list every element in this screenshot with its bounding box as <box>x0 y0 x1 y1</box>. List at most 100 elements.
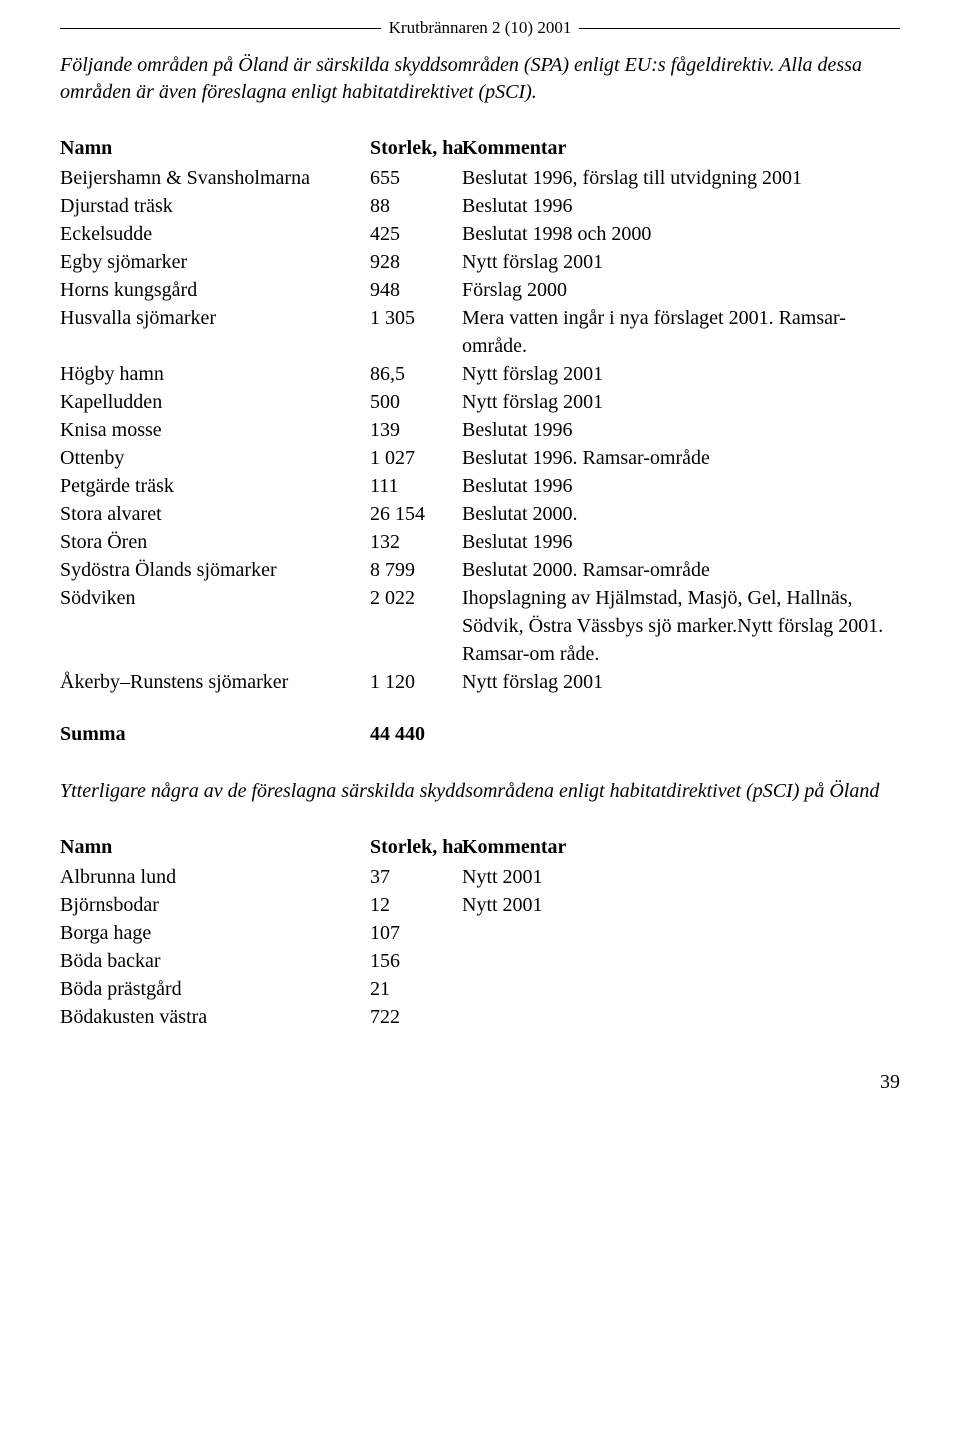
table-header-row: Namn Storlek, ha Kommentar <box>60 134 900 162</box>
cell-size: 12 <box>370 891 460 919</box>
summa-value: 44 440 <box>370 720 500 748</box>
table-row: Åkerby–Runstens sjömarker 1 120 Nytt för… <box>60 668 900 696</box>
cell-size: 948 <box>370 276 460 304</box>
col2-header-name: Namn <box>60 833 370 861</box>
cell-size: 425 <box>370 220 460 248</box>
cell-name: Egby sjömarker <box>60 248 370 276</box>
table-spa: Namn Storlek, ha Kommentar Beijershamn &… <box>60 134 900 748</box>
cell-comment: Nytt 2001 <box>460 891 900 919</box>
table-row: Björnsbodar 12 Nytt 2001 <box>60 891 900 919</box>
cell-size: 722 <box>370 1003 460 1031</box>
cell-comment: Beslutat 1996 <box>460 528 900 556</box>
table-row: Bödakusten västra 722 <box>60 1003 900 1031</box>
cell-size: 2 022 <box>370 584 460 612</box>
cell-name: Sydöstra Ölands sjömarker <box>60 556 370 584</box>
cell-size: 655 <box>370 164 460 192</box>
table-row: Egby sjömarker 928 Nytt förslag 2001 <box>60 248 900 276</box>
cell-name: Bödakusten västra <box>60 1003 370 1031</box>
page-header: Krutbrännaren 2 (10) 2001 <box>60 18 900 38</box>
table-psci: Namn Storlek, ha Kommentar Albrunna lund… <box>60 833 900 1031</box>
cell-comment: Beslutat 2000. <box>460 500 900 528</box>
cell-name: Djurstad träsk <box>60 192 370 220</box>
cell-name: Böda backar <box>60 947 370 975</box>
cell-comment: Beslutat 1996. Ramsar-område <box>460 444 900 472</box>
cell-name: Knisa mosse <box>60 416 370 444</box>
col-header-name: Namn <box>60 134 370 162</box>
cell-comment: Nytt förslag 2001 <box>460 388 900 416</box>
table-row: Husvalla sjömarker 1 305 Mera vatten ing… <box>60 304 900 360</box>
table-row: Djurstad träsk 88 Beslutat 1996 <box>60 192 900 220</box>
cell-name: Stora alvaret <box>60 500 370 528</box>
table-row: Stora alvaret 26 154 Beslutat 2000. <box>60 500 900 528</box>
cell-size: 132 <box>370 528 460 556</box>
cell-size: 139 <box>370 416 460 444</box>
cell-size: 111 <box>370 472 460 500</box>
table-row: Högby hamn 86,5 Nytt förslag 2001 <box>60 360 900 388</box>
table-row: Knisa mosse 139 Beslutat 1996 <box>60 416 900 444</box>
cell-comment: Nytt 2001 <box>460 863 900 891</box>
cell-size: 1 305 <box>370 304 460 332</box>
cell-name: Södviken <box>60 584 370 612</box>
table-row: Sydöstra Ölands sjömarker 8 799 Beslutat… <box>60 556 900 584</box>
cell-comment: Nytt förslag 2001 <box>460 668 900 696</box>
cell-size: 1 027 <box>370 444 460 472</box>
table-row: Horns kungsgård 948 Förslag 2000 <box>60 276 900 304</box>
cell-comment: Beslutat 1996 <box>460 472 900 500</box>
cell-comment: Beslutat 2000. Ramsar-område <box>460 556 900 584</box>
cell-name: Borga hage <box>60 919 370 947</box>
cell-size: 86,5 <box>370 360 460 388</box>
cell-comment: Beslutat 1996, förslag till utvidgning 2… <box>460 164 900 192</box>
cell-name: Horns kungsgård <box>60 276 370 304</box>
cell-size: 8 799 <box>370 556 460 584</box>
cell-size: 1 120 <box>370 668 460 696</box>
cell-comment: Beslutat 1996 <box>460 192 900 220</box>
rule-right <box>579 28 900 29</box>
cell-comment: Nytt förslag 2001 <box>460 248 900 276</box>
table-row: Eckelsudde 425 Beslutat 1998 och 2000 <box>60 220 900 248</box>
table-row: Böda backar 156 <box>60 947 900 975</box>
cell-size: 26 154 <box>370 500 460 528</box>
summa-label: Summa <box>60 720 370 748</box>
cell-size: 107 <box>370 919 460 947</box>
cell-name: Högby hamn <box>60 360 370 388</box>
cell-size: 928 <box>370 248 460 276</box>
table-row: Ottenby 1 027 Beslutat 1996. Ramsar-områ… <box>60 444 900 472</box>
rule-left <box>60 28 381 29</box>
cell-comment: Beslutat 1998 och 2000 <box>460 220 900 248</box>
cell-name: Husvalla sjömarker <box>60 304 370 332</box>
table-row: Beijershamn & Svansholmarna 655 Beslutat… <box>60 164 900 192</box>
cell-size: 88 <box>370 192 460 220</box>
table-row: Albrunna lund 37 Nytt 2001 <box>60 863 900 891</box>
cell-name: Beijershamn & Svansholmarna <box>60 164 370 192</box>
table-row: Stora Ören 132 Beslutat 1996 <box>60 528 900 556</box>
cell-comment: Nytt förslag 2001 <box>460 360 900 388</box>
cell-comment: Mera vatten ingår i nya förslaget 2001. … <box>460 304 900 360</box>
table-row: Kapelludden 500 Nytt förslag 2001 <box>60 388 900 416</box>
col-header-comment: Kommentar <box>460 134 566 162</box>
cell-size: 156 <box>370 947 460 975</box>
cell-name: Kapelludden <box>60 388 370 416</box>
table-row: Södviken 2 022 Ihopslagning av Hjälmstad… <box>60 584 900 668</box>
summa-row: Summa 44 440 <box>60 720 900 748</box>
table2-header-row: Namn Storlek, ha Kommentar <box>60 833 900 861</box>
mid-intro-text: Ytterligare några av de föreslagna särsk… <box>60 778 900 805</box>
cell-name: Petgärde träsk <box>60 472 370 500</box>
intro-text: Följande områden på Öland är särskilda s… <box>60 52 900 106</box>
cell-name: Ottenby <box>60 444 370 472</box>
cell-comment: Förslag 2000 <box>460 276 900 304</box>
table-row: Petgärde träsk 111 Beslutat 1996 <box>60 472 900 500</box>
cell-name: Åkerby–Runstens sjömarker <box>60 668 370 696</box>
table-row: Böda prästgård 21 <box>60 975 900 1003</box>
cell-name: Albrunna lund <box>60 863 370 891</box>
cell-size: 37 <box>370 863 460 891</box>
table-row: Borga hage 107 <box>60 919 900 947</box>
cell-name: Stora Ören <box>60 528 370 556</box>
cell-size: 21 <box>370 975 460 1003</box>
col2-header-comment: Kommentar <box>460 833 566 861</box>
cell-comment: Beslutat 1996 <box>460 416 900 444</box>
cell-comment: Ihopslagning av Hjälmstad, Masjö, Gel, H… <box>460 584 900 668</box>
cell-size: 500 <box>370 388 460 416</box>
page-number: 39 <box>60 1071 900 1094</box>
header-label: Krutbrännaren 2 (10) 2001 <box>381 18 580 38</box>
cell-name: Böda prästgård <box>60 975 370 1003</box>
